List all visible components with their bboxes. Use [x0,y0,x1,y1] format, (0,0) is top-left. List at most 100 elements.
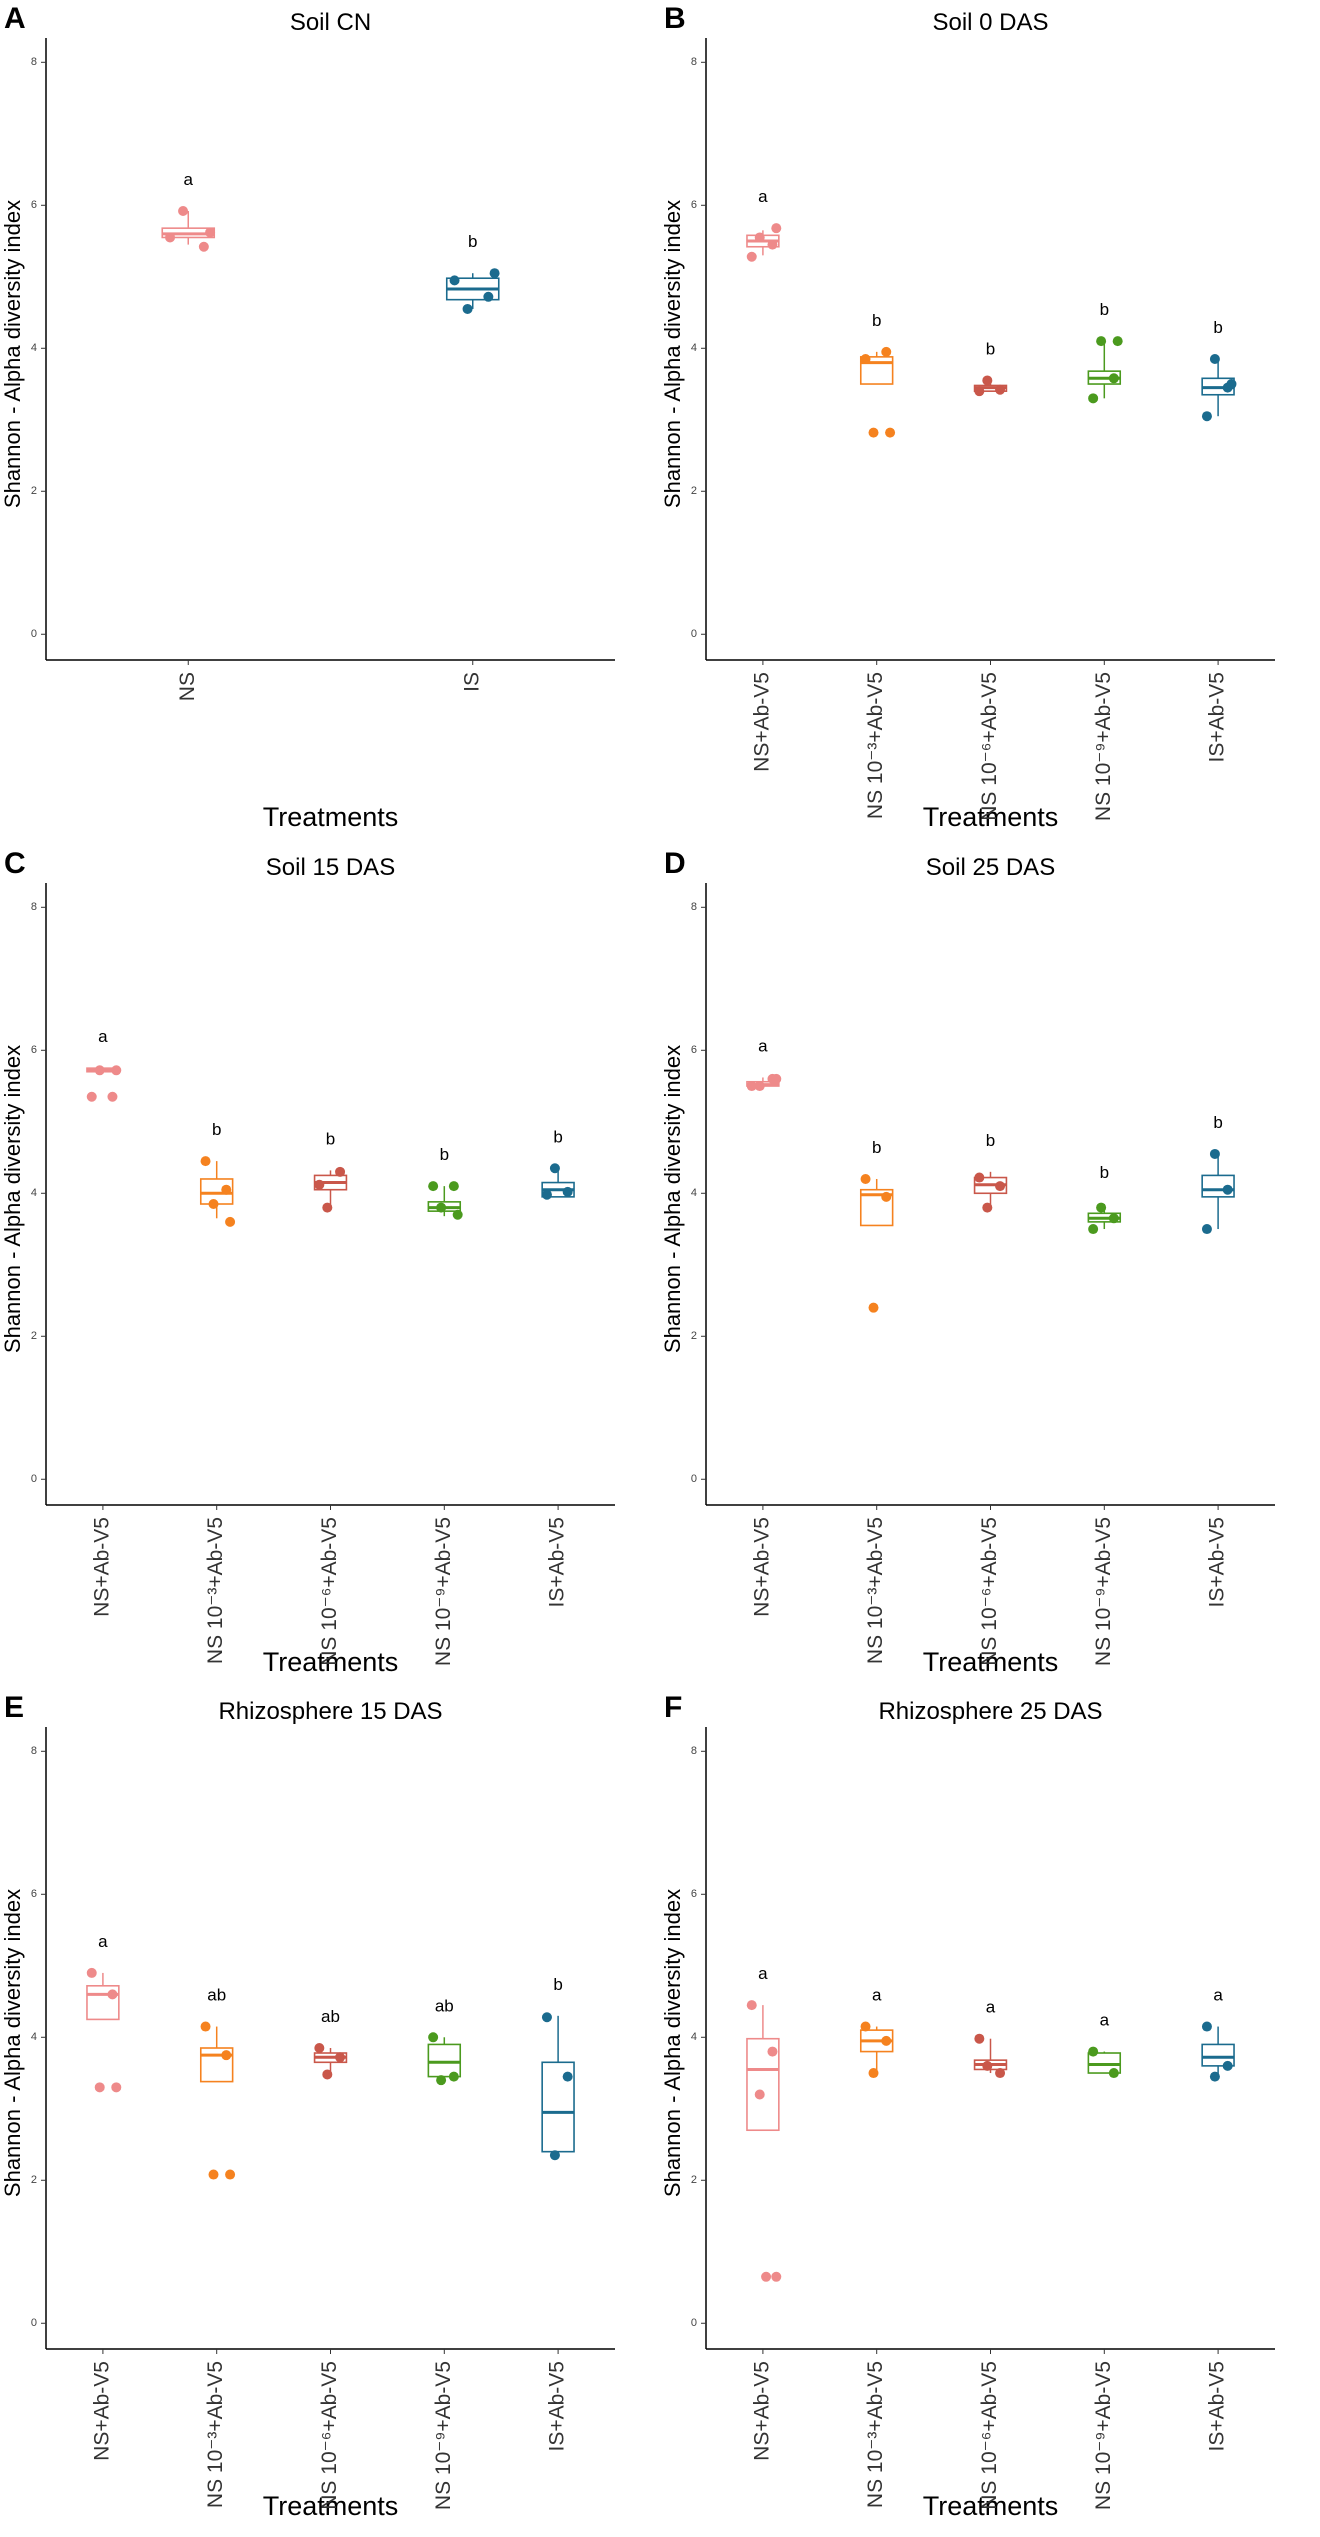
x-tick-label: NS 10⁻³+Ab-V5 [204,2361,227,2508]
x-tick-label: NS 10⁻⁹+Ab-V5 [1092,672,1115,821]
x-tick-label: NS 10⁻³+Ab-V5 [204,1517,227,1664]
y-axis-label: Shannon - Alpha diversity index [0,1889,25,2197]
point [881,346,892,357]
x-tick-label: NS+Ab-V5 [750,2361,773,2461]
point [86,1091,97,1102]
significance-letter: a [872,1986,882,2005]
point [107,1091,118,1102]
y-tick-label: 6 [31,199,37,211]
point [541,1189,552,1200]
x-tick-label: NS 10⁻⁶+Ab-V5 [318,2361,341,2510]
panel-title: Rhizosphere 25 DAS [878,1698,1102,1725]
x-tick-label: NS+Ab-V5 [90,1517,113,1617]
x-tick-label: NS 10⁻⁹+Ab-V5 [432,2361,455,2510]
point [205,227,216,238]
point [771,1073,782,1084]
significance-letter: b [326,1129,335,1148]
significance-letter: b [553,1127,562,1146]
point [314,2043,325,2054]
point [1096,1202,1107,1213]
panel: A Soil CN Shannon - Alpha diversity index T… [0,2,615,832]
x-axis-label: Treatments [923,2491,1059,2521]
y-tick-label: 4 [31,1187,37,1199]
significance-letter: b [440,1145,449,1164]
x-axis-label: Treatments [923,802,1059,832]
y-axis-label: Shannon - Alpha diversity index [0,1045,25,1353]
x-tick-label: NS 10⁻⁶+Ab-V5 [978,672,1001,821]
y-tick-label: 2 [31,2174,37,2186]
y-tick-label: 0 [691,628,697,640]
point [549,2150,560,2161]
significance-letter: b [1213,1113,1222,1132]
y-tick-label: 8 [691,1745,697,1757]
point [1088,2046,1099,2057]
point [754,232,765,243]
point [86,1967,97,1978]
significance-letter: b [872,1138,881,1157]
point [860,2021,871,2032]
point [462,303,473,314]
x-tick-label: NS+Ab-V5 [90,2361,113,2461]
y-tick-label: 0 [31,2317,37,2329]
y-tick-label: 2 [691,485,697,497]
significance-letter: b [1213,318,1222,337]
significance-letter: b [986,339,995,358]
y-tick-label: 8 [31,901,37,913]
point [225,2169,236,2180]
x-tick-label: IS [460,672,483,692]
y-tick-label: 4 [31,2031,37,2043]
x-tick-label: NS 10⁻⁶+Ab-V5 [978,1517,1001,1666]
point [746,1081,757,1092]
point [982,375,993,386]
y-tick-label: 0 [31,1473,37,1485]
y-axis-label: Shannon - Alpha diversity index [660,1889,685,2197]
x-axis-label: Treatments [263,2491,399,2521]
point [335,2052,346,2063]
y-tick-label: 8 [31,56,37,68]
y-tick-label: 0 [691,1473,697,1485]
y-tick-label: 0 [691,2317,697,2329]
panel-label: E [4,1691,24,1724]
panel-label: A [4,2,26,35]
x-tick-label: NS+Ab-V5 [750,672,773,772]
point [221,2050,232,2061]
point [767,239,778,250]
panel: E Rhizosphere 15 DAS Shannon - Alpha diver… [0,1691,615,2521]
point [1096,336,1107,347]
point [200,2021,211,2032]
point [200,1156,211,1167]
point [562,2071,573,2082]
x-tick-label: IS+Ab-V5 [1206,672,1229,762]
significance-letter: a [1213,1986,1223,2005]
point [767,2046,778,2057]
point [995,2068,1006,2079]
point [761,2271,772,2282]
point [1201,1224,1212,1235]
point [208,2169,219,2180]
point [335,1166,346,1177]
point [111,2082,122,2093]
point [1201,411,1212,422]
point [449,275,460,286]
point [178,206,189,217]
y-tick-label: 6 [691,199,697,211]
point [868,2068,879,2079]
point [974,386,985,397]
y-tick-label: 4 [31,342,37,354]
point [868,1302,879,1313]
point [995,384,1006,395]
panel: C Soil 15 DAS Shannon - Alpha diversity in… [0,847,615,1677]
y-tick-label: 4 [691,1187,697,1199]
point [754,1081,765,1092]
x-tick-label: NS 10⁻⁹+Ab-V5 [1092,1517,1115,1666]
significance-letter: b [468,232,477,251]
y-tick-label: 8 [691,56,697,68]
point [881,2035,892,2046]
point [771,2271,782,2282]
panel-title: Soil 15 DAS [266,854,395,881]
significance-letter: ab [435,1996,454,2015]
x-tick-label: IS+Ab-V5 [546,2361,569,2451]
x-tick-label: NS 10⁻³+Ab-V5 [864,2361,887,2508]
panel-title: Soil 0 DAS [932,9,1048,36]
y-tick-label: 6 [691,1044,697,1056]
